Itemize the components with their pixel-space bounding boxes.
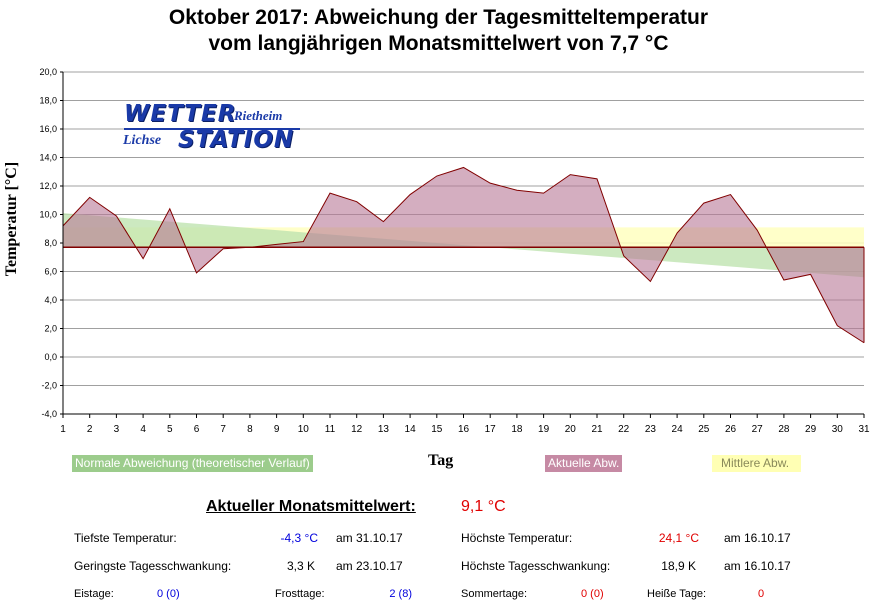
y-tick-label: 4,0 xyxy=(44,295,57,305)
x-tick-label: 28 xyxy=(778,424,790,435)
x-tick-label: 14 xyxy=(405,424,417,435)
y-tick-label: 6,0 xyxy=(44,267,57,277)
stat-hoechste-schw-date: am 16.10.17 xyxy=(724,559,791,573)
legend-aktuell: Aktuelle Abw. xyxy=(545,455,623,472)
x-tick-label: 24 xyxy=(672,424,684,435)
y-tick-label: 12,0 xyxy=(39,181,57,191)
stat-sommertage-value: 0 (0) xyxy=(581,588,604,600)
stat-tiefste-date: am 31.10.17 xyxy=(336,531,403,545)
x-tick-label: 22 xyxy=(618,424,630,435)
x-tick-label: 25 xyxy=(698,424,710,435)
stat-hoechste-value: 24,1 °C xyxy=(658,531,699,545)
y-tick-label: 10,0 xyxy=(39,210,57,220)
logo-rietheim: Rietheim xyxy=(234,108,283,123)
logo-lichse: Lichse xyxy=(123,133,162,148)
stat-geringste-value: 3,3 K xyxy=(286,559,315,573)
x-tick-label: 3 xyxy=(114,424,120,435)
legend-mittel: Mittlere Abw. xyxy=(712,455,802,472)
x-tick-label: 20 xyxy=(565,424,577,435)
x-tick-label: 21 xyxy=(591,424,603,435)
y-tick-label: 2,0 xyxy=(44,324,57,334)
y-tick-label: 18,0 xyxy=(39,96,57,106)
stat-tiefste-label: Tiefste Temperatur: xyxy=(74,531,177,545)
stat-heisse-value: 0 xyxy=(758,588,765,600)
stat-hoechste-label: Höchste Temperatur: xyxy=(461,531,573,545)
x-tick-label: 10 xyxy=(298,424,310,435)
x-tick-label: 30 xyxy=(832,424,844,435)
logo-divider xyxy=(124,128,300,130)
x-tick-label: 15 xyxy=(431,424,443,435)
y-tick-label: 0,0 xyxy=(44,352,57,362)
x-tick-label: 18 xyxy=(511,424,523,435)
stats-title: Aktueller Monatsmittelwert: xyxy=(206,498,416,515)
y-tick-label: -2,0 xyxy=(41,381,57,391)
x-tick-label: 2 xyxy=(87,424,93,435)
x-tick-label: 29 xyxy=(805,424,817,435)
x-tick-label: 11 xyxy=(325,424,336,435)
x-tick-label: 17 xyxy=(485,424,497,435)
logo-wetter: WETTER xyxy=(124,101,237,127)
stat-eistage-value: 0 (0) xyxy=(157,588,180,600)
stat-hoechste-schw-label: Höchste Tagesschwankung: xyxy=(461,559,611,573)
x-tick-label: 8 xyxy=(247,424,253,435)
x-tick-label: 6 xyxy=(194,424,200,435)
x-tick-label: 7 xyxy=(220,424,226,435)
x-tick-label: 31 xyxy=(858,424,870,435)
wetterstation-logo: WETTER Rietheim Lichse STATION xyxy=(120,101,305,155)
stat-geringste-date: am 23.10.17 xyxy=(336,559,403,573)
x-tick-label: 9 xyxy=(274,424,280,435)
stat-frosttage-label: Frosttage: xyxy=(275,588,325,600)
stat-sommertage-label: Sommertage: xyxy=(461,588,528,600)
stat-eistage-label: Eistage: xyxy=(74,588,114,600)
y-tick-labels: -4,0 -2,0 0,0 2,0 4,0 6,0 8,0 10,0 12,0 14,0 16,0 1… xyxy=(39,67,57,419)
y-tick-label: -4,0 xyxy=(41,409,57,419)
x-tick-label: 13 xyxy=(378,424,390,435)
series-aktuell-line xyxy=(62,166,865,344)
x-tick-label: 19 xyxy=(538,424,550,435)
chart-title-line2: vom langjährigen Monatsmittelwert von 7,… xyxy=(208,32,669,55)
stat-hoechste-schw-value: 18,9 K xyxy=(661,559,696,573)
x-tick-label: 23 xyxy=(645,424,657,435)
deviation-chart: -4,0 -2,0 0,0 2,0 4,0 6,0 8,0 10,0 12,0 14,0 16,0 1… xyxy=(39,67,870,435)
x-tick-label: 27 xyxy=(752,424,764,435)
stat-hoechste-date: am 16.10.17 xyxy=(724,531,791,545)
y-tick-label: 14,0 xyxy=(39,153,57,163)
x-tick-labels: 1 2 3 4 5 6 7 8 9 10 11 12 13 14 15 16 17 18 19 20 21 22 23 24 2… xyxy=(60,424,870,435)
stat-frosttage-value: 2 (8) xyxy=(389,588,412,600)
y-tick-label: 20,0 xyxy=(39,67,57,77)
x-tick-label: 26 xyxy=(725,424,737,435)
x-tick-label: 5 xyxy=(167,424,173,435)
stat-tiefste-value: -4,3 °C xyxy=(280,531,318,545)
logo-station: STATION xyxy=(178,127,295,153)
y-axis-label: Temperatur [°C] xyxy=(3,161,20,277)
chart-title-line1: Oktober 2017: Abweichung der Tagesmittel… xyxy=(168,6,709,29)
x-axis-label: Tag xyxy=(428,452,454,469)
legend-normal: Normale Abweichung (theoretischer Verlau… xyxy=(72,455,313,472)
x-tick-label: 12 xyxy=(351,424,363,435)
x-tick-label: 16 xyxy=(458,424,470,435)
stats-mean-value: 9,1 °C xyxy=(461,498,506,515)
y-tick-label: 8,0 xyxy=(44,238,57,248)
series-aktuell-area xyxy=(63,167,864,343)
x-tick-label: 4 xyxy=(140,424,146,435)
chart-axes xyxy=(60,71,865,418)
y-tick-label: 16,0 xyxy=(39,124,57,134)
stat-geringste-label: Geringste Tagesschwankung: xyxy=(74,559,232,573)
stat-heisse-label: Heiße Tage: xyxy=(647,588,707,600)
x-tick-label: 1 xyxy=(60,424,66,435)
chart-areas xyxy=(62,166,865,344)
